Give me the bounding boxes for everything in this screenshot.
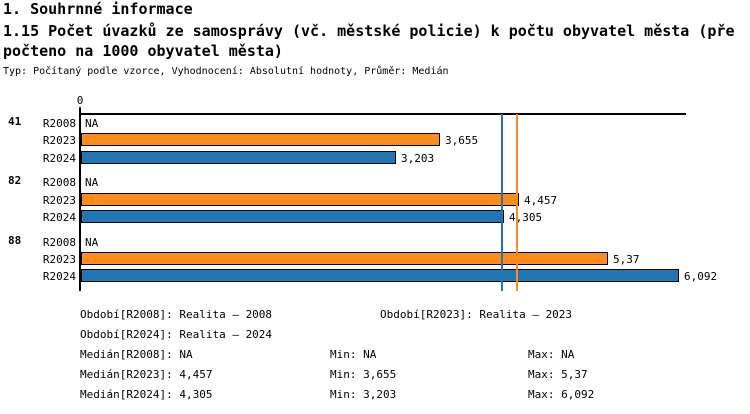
y-axis-line [79,107,81,291]
bar-r2023-group-41 [81,133,440,147]
legend-period-r2024: Období[R2024]: Realita – 2024 [80,328,273,341]
series-label: R2023 [42,134,76,148]
legend-period-r2023: Období[R2023]: Realita – 2023 [380,308,573,321]
bar-r2023-group-82 [81,192,519,206]
series-label: R2023 [42,193,76,207]
series-label: R2024 [42,210,76,224]
stat-max-r2024: Max: 6,092 [528,388,595,401]
legend-period-r2008: Období[R2008]: Realita – 2008 [80,308,273,321]
bar-value-label: 6,092 [684,270,718,284]
stat-min-r2023: Min: 3,655 [330,368,397,381]
bar-r2024-group-88 [81,269,679,283]
median-line-medinr2024 [501,114,503,291]
series-label: R2024 [42,151,76,165]
stat-min-r2024: Min: 3,203 [330,388,397,401]
median-line-medinr2023 [516,114,518,291]
x-axis-zero-tick-label: 0 [76,94,84,107]
stat-median-r2023: Medián[R2023]: 4,457 [80,368,213,381]
indicator-title-line2: počteno na 1000 obyvatel města) [3,42,283,60]
series-label: R2024 [42,270,76,284]
series-label: R2008 [42,117,76,130]
bar-value-label: 3,655 [445,134,479,148]
group-label: 88 [8,233,22,247]
stat-median-r2024: Medián[R2024]: 4,305 [80,388,213,401]
stat-median-r2008: Medián[R2008]: NA [80,348,193,361]
x-axis-line [79,113,686,115]
stat-max-r2008: Max: NA [528,348,575,361]
bar-value-label: 4,457 [524,193,558,207]
series-label: R2023 [42,252,76,266]
series-label: R2008 [42,235,76,249]
bar-value-label: 5,37 [613,252,640,266]
stat-max-r2023: Max: 5,37 [528,368,588,381]
bar-value-na: NA [85,117,99,130]
bar-value-label: 4,305 [509,210,543,224]
group-label: 41 [8,115,22,128]
bar-r2023-group-88 [81,251,608,265]
bar-value-na: NA [85,235,99,249]
bar-r2024-group-82 [81,209,504,223]
series-label: R2008 [42,176,76,190]
indicator-title-line1: 1.15 Počet úvazků ze samosprávy (vč. měs… [3,22,735,40]
bar-value-label: 3,203 [401,151,435,165]
stat-min-r2008: Min: NA [330,348,377,361]
chart-meta-line: Typ: Počítaný podle vzorce, Vyhodnocení:… [3,66,449,77]
bar-r2024-group-41 [81,150,396,164]
bar-value-na: NA [85,176,99,190]
section-title: 1. Souhrnné informace [3,0,193,18]
group-label: 82 [8,174,22,188]
